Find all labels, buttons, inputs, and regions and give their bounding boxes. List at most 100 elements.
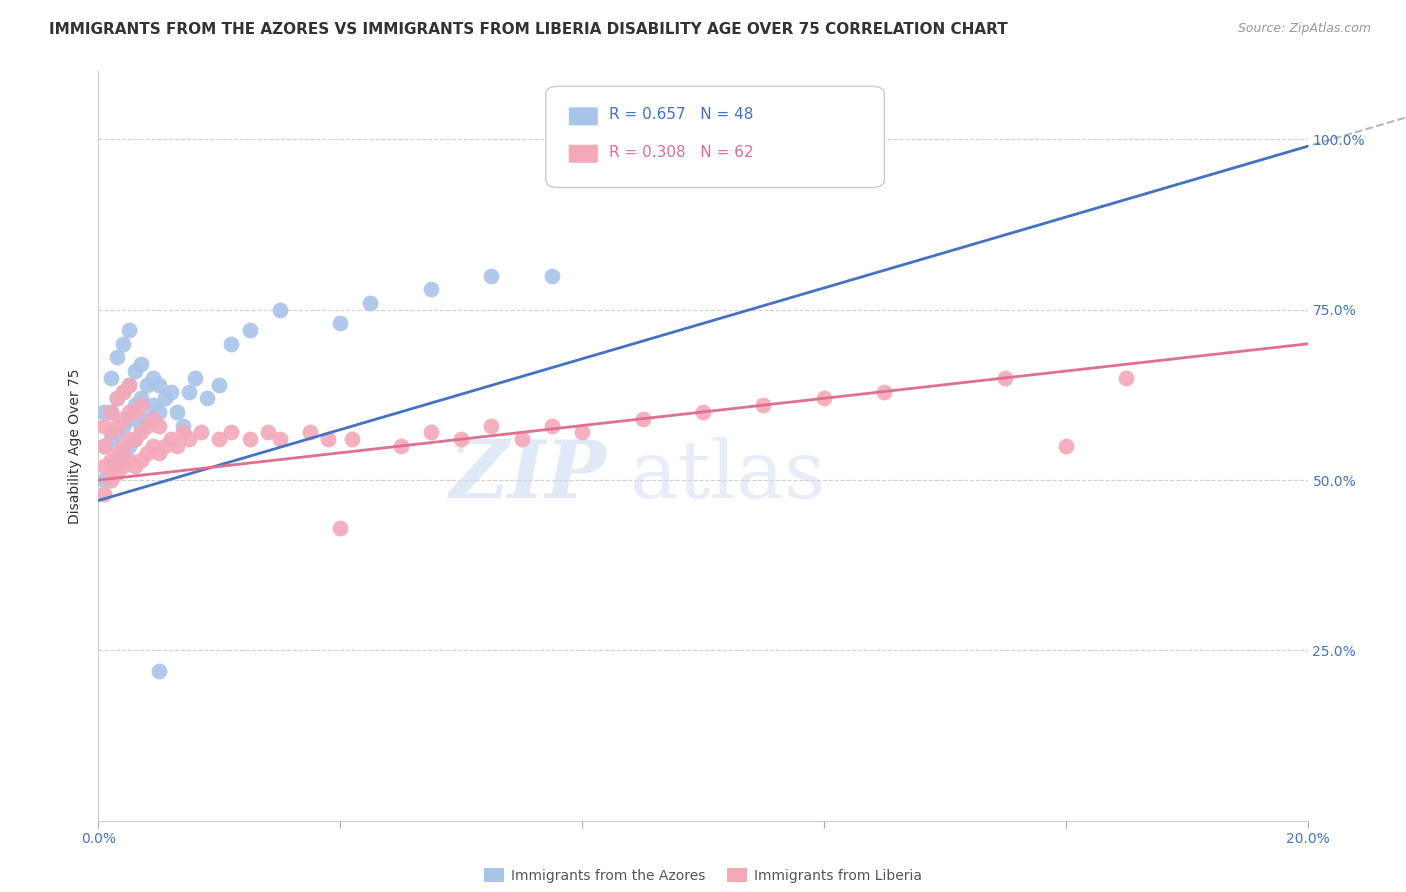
Point: [142, 439, 165, 453]
Point: [135, 446, 157, 460]
Point: [124, 432, 146, 446]
Point: [142, 398, 165, 412]
Point: [148, 405, 170, 419]
Point: [111, 411, 134, 425]
Text: IMMIGRANTS FROM THE AZORES VS IMMIGRANTS FROM LIBERIA DISABILITY AGE OVER 75 COR: IMMIGRANTS FROM THE AZORES VS IMMIGRANTS…: [49, 22, 1008, 37]
Point: [135, 377, 157, 392]
Point: [129, 452, 152, 467]
Point: [93, 459, 115, 474]
Point: [118, 377, 141, 392]
Point: [221, 336, 243, 351]
Point: [105, 446, 128, 460]
Point: [148, 446, 170, 460]
Point: [135, 418, 157, 433]
Text: Source: ZipAtlas.com: Source: ZipAtlas.com: [1237, 22, 1371, 36]
Point: [221, 425, 243, 440]
Point: [160, 384, 183, 399]
Point: [179, 432, 201, 446]
Point: [100, 432, 122, 446]
Point: [142, 411, 165, 425]
Point: [1054, 439, 1077, 453]
Point: [208, 432, 231, 446]
Point: [124, 405, 146, 419]
Point: [692, 405, 714, 419]
FancyBboxPatch shape: [546, 87, 884, 187]
Point: [239, 323, 262, 337]
Text: ZIP: ZIP: [450, 437, 606, 515]
Point: [873, 384, 896, 399]
Point: [111, 336, 134, 351]
Point: [420, 282, 443, 296]
Point: [93, 439, 115, 453]
Point: [389, 439, 412, 453]
Point: [571, 425, 593, 440]
Point: [118, 377, 141, 392]
Text: R = 0.308   N = 62: R = 0.308 N = 62: [609, 145, 754, 160]
Point: [129, 392, 152, 406]
Legend: Immigrants from the Azores, Immigrants from Liberia: Immigrants from the Azores, Immigrants f…: [478, 863, 928, 888]
Point: [105, 418, 128, 433]
Point: [124, 432, 146, 446]
Point: [105, 425, 128, 440]
Point: [100, 405, 122, 419]
Point: [190, 425, 212, 440]
Point: [329, 317, 352, 331]
Point: [316, 432, 339, 446]
Point: [269, 432, 291, 446]
FancyBboxPatch shape: [569, 107, 598, 125]
Point: [153, 439, 176, 453]
Point: [124, 364, 146, 378]
Point: [93, 473, 115, 487]
Point: [360, 296, 382, 310]
Point: [179, 384, 201, 399]
Point: [510, 432, 533, 446]
Point: [420, 425, 443, 440]
Point: [269, 302, 291, 317]
Point: [111, 418, 134, 433]
Point: [148, 664, 170, 678]
Point: [100, 473, 122, 487]
Point: [166, 439, 188, 453]
Point: [100, 371, 122, 385]
Point: [100, 459, 122, 474]
Point: [994, 371, 1017, 385]
Point: [129, 425, 152, 440]
Point: [172, 425, 194, 440]
Point: [142, 371, 165, 385]
Point: [166, 405, 188, 419]
Point: [111, 439, 134, 453]
Point: [118, 405, 141, 419]
Point: [184, 371, 207, 385]
Point: [299, 425, 322, 440]
Point: [135, 411, 157, 425]
Point: [93, 486, 115, 500]
Point: [256, 425, 278, 440]
Point: [118, 432, 141, 446]
Point: [540, 418, 562, 433]
Point: [129, 418, 152, 433]
Point: [631, 411, 654, 425]
FancyBboxPatch shape: [569, 145, 598, 162]
Point: [752, 398, 775, 412]
Point: [118, 452, 141, 467]
Point: [450, 432, 472, 446]
Point: [124, 459, 146, 474]
Point: [100, 452, 122, 467]
Point: [172, 418, 194, 433]
Point: [105, 452, 128, 467]
Point: [100, 425, 122, 440]
Point: [111, 446, 134, 460]
Point: [100, 405, 122, 419]
Point: [329, 521, 352, 535]
Point: [118, 439, 141, 453]
Point: [153, 392, 176, 406]
Text: R = 0.657   N = 48: R = 0.657 N = 48: [609, 107, 754, 122]
Point: [129, 398, 152, 412]
Text: atlas: atlas: [630, 437, 825, 515]
Point: [540, 268, 562, 283]
Point: [195, 392, 218, 406]
Point: [93, 439, 115, 453]
Point: [93, 405, 115, 419]
Point: [148, 418, 170, 433]
Point: [208, 377, 231, 392]
